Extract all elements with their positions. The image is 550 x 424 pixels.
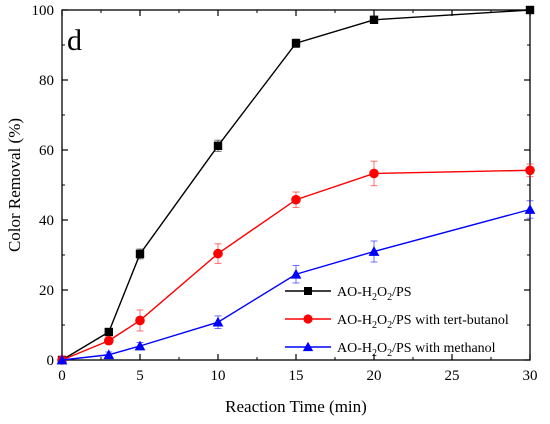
data-point — [104, 335, 114, 346]
panel-label: d — [67, 24, 82, 57]
legend-item: AO-H2O2/PS with tert-butanol — [285, 313, 509, 331]
x-axis-title: Reaction Time (min) — [225, 397, 367, 416]
x-tick-label: 0 — [58, 368, 66, 384]
data-point — [369, 15, 379, 24]
x-tick-label: 5 — [136, 368, 144, 384]
x-tick-label: 30 — [523, 368, 538, 384]
axes: 0 5 10 15 20 25 30 0 20 40 60 80 100 — [32, 3, 538, 384]
data-point — [104, 327, 113, 337]
data-point — [56, 354, 68, 365]
data-point — [103, 349, 115, 360]
data-point — [212, 316, 224, 327]
legend-label: AO-H2O2/PS with tert-butanol — [337, 313, 509, 331]
data-point — [213, 248, 223, 259]
data-point — [134, 340, 146, 351]
data-point — [291, 194, 301, 205]
y-tick-label: 0 — [47, 353, 55, 369]
data-point — [524, 204, 536, 214]
legend: AO-H2O2/PS AO-H2O2/PS with tert-butanol AO… — [285, 285, 509, 359]
y-tick-label: 60 — [39, 143, 54, 159]
series-line — [61, 9, 531, 361]
data-point — [135, 315, 145, 326]
legend-label: AO-H2O2/PS — [337, 285, 412, 303]
y-tick-label: 80 — [39, 73, 54, 89]
data-point — [368, 246, 380, 256]
data-point — [291, 39, 301, 48]
series-layer — [56, 5, 536, 365]
x-tick-label: 25 — [445, 368, 460, 384]
x-tick-label: 20 — [367, 368, 382, 384]
legend-item: AO-H2O2/PS with methanol — [285, 341, 496, 359]
series — [56, 200, 536, 365]
data-point — [369, 168, 379, 179]
data-point — [525, 165, 535, 176]
data-point — [302, 341, 314, 352]
series-line — [61, 208, 531, 361]
data-point — [135, 249, 145, 259]
data-point — [303, 314, 313, 324]
data-point — [525, 5, 535, 15]
series — [57, 160, 535, 365]
legend-item: AO-H2O2/PS — [285, 285, 412, 303]
y-tick-label: 40 — [39, 213, 54, 229]
legend-label: AO-H2O2/PS with methanol — [337, 341, 496, 359]
x-tick-label: 10 — [211, 368, 226, 384]
series — [57, 5, 535, 365]
data-point — [304, 287, 312, 295]
data-point — [290, 268, 302, 279]
plot-frame — [61, 9, 531, 361]
x-tick-label: 15 — [289, 368, 304, 384]
y-tick-label: 20 — [39, 283, 54, 299]
y-axis-title: Color Removal (%) — [5, 118, 24, 252]
y-tick-label: 100 — [32, 3, 55, 19]
data-point — [213, 141, 223, 150]
